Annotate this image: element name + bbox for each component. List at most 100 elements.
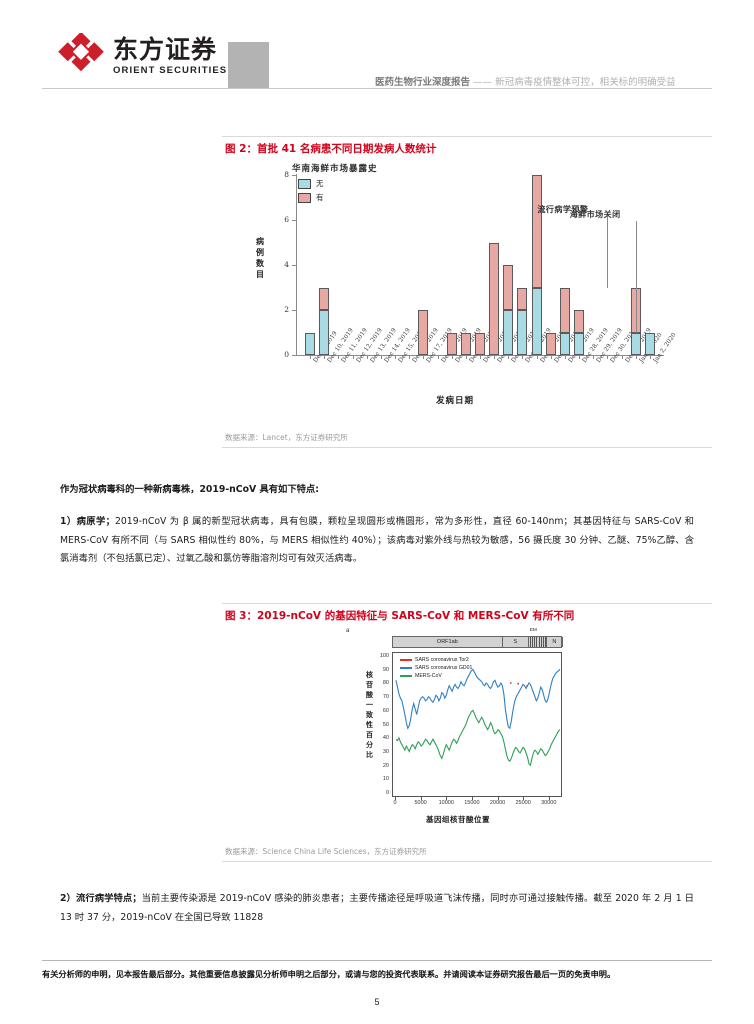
chart3-x-tick-label: 25000	[515, 800, 531, 806]
chart3-y-tick-label: 60	[382, 707, 389, 714]
genome-hatch-line	[529, 637, 531, 647]
table-row	[319, 287, 330, 355]
chart2-y-tick	[292, 175, 296, 176]
chart3-x-tick-label: 0	[393, 800, 397, 806]
paragraph-1-text: 2019-nCoV 为 β 属的新型冠状病毒，具有包膜，颗粒呈现圆形或椭圆形，常…	[60, 516, 694, 564]
genome-organization-track: ORF1ab S N	[392, 636, 563, 648]
bar-segment-yes	[489, 242, 500, 355]
header-title-dash: ——	[470, 77, 496, 88]
chart2-x-tick	[536, 356, 538, 359]
header-title-sub: 新冠病毒疫情整体可控，相关标的明确受益	[495, 77, 676, 88]
chart2-x-tick	[451, 356, 453, 359]
header-title-main: 医药生物行业深度报告	[375, 77, 471, 88]
chart2-x-tick	[564, 356, 566, 359]
chart2-x-tick	[607, 356, 609, 359]
table-row	[446, 332, 457, 355]
chart3-svg	[395, 668, 561, 767]
chart3-x-tick	[471, 797, 473, 800]
bar-segment-yes	[545, 332, 556, 355]
chart3-x-tick	[420, 797, 422, 800]
bar-segment-yes	[446, 332, 457, 355]
paragraph-2-bold: 2）流行病学特点；	[60, 893, 142, 904]
bar-segment-no	[630, 332, 641, 355]
legend-label-sars-tor2: SARS coronavirus Tor2	[415, 657, 469, 663]
page-header: 东方证券 ORIENT SECURITIES 医药生物行业深度报告 —— 新冠病…	[0, 0, 754, 96]
chart2-legend: 无 有	[298, 178, 324, 206]
chart2-x-tick	[310, 356, 312, 359]
table-row	[644, 332, 655, 355]
chart3-y-tick-label: 50	[382, 721, 389, 728]
chart3-plot-area	[392, 652, 562, 797]
paragraph-2: 2）流行病学特点；当前主要传染源是 2019-nCoV 感染的肺炎患者；主要传播…	[60, 890, 694, 927]
legend-item-sars-gd01: SARS coronavirus GD01	[400, 664, 472, 672]
paragraph-1: 1）病原学；2019-nCoV 为 β 属的新型冠状病毒，具有包膜，颗粒呈现圆形…	[60, 513, 694, 569]
figure3-bottom-rule	[222, 861, 712, 862]
bar-segment-no	[305, 332, 316, 355]
legend-item-sars-tor2: SARS coronavirus Tor2	[400, 656, 472, 664]
logo-text-english: ORIENT SECURITIES	[113, 64, 228, 76]
chart2-y-tick-label: 2	[284, 305, 289, 314]
bar-segment-no	[559, 332, 570, 355]
footer-disclaimer: 有关分析师的申明，见本报告最后部分。其他重要信息披露见分析师申明之后部分，或请与…	[42, 969, 616, 979]
bar-segment-yes	[475, 332, 485, 355]
chart2-y-tick-label: 0	[284, 350, 289, 359]
legend-label-no: 无	[316, 179, 324, 188]
chart2-x-tick	[593, 356, 595, 359]
bar-segment-yes	[531, 175, 542, 288]
table-row	[460, 332, 471, 355]
genome-region-orf1ab: ORF1ab	[393, 637, 503, 647]
legend-swatch-yes	[298, 192, 311, 203]
chart2-x-tick	[437, 356, 439, 359]
paragraph-2-text: 当前主要传染源是 2019-nCoV 感染的肺炎患者；主要传播途径是呼吸道飞沫传…	[60, 893, 694, 923]
bar-segment-yes	[319, 287, 330, 310]
chart2-y-tick	[292, 220, 296, 221]
bar-segment-no	[319, 310, 330, 355]
chart3-y-tick-label: 10	[382, 776, 389, 783]
header-report-title: 医药生物行业深度报告 —— 新冠病毒疫情整体可控，相关标的明确受益	[375, 74, 676, 88]
figure3-source: 数据来源：Science China Life Sciences，东方证券研究所	[225, 847, 427, 856]
chart2-x-tick	[550, 356, 552, 359]
legend-item-yes: 有	[298, 192, 324, 203]
chart3-y-tick-label: 30	[382, 748, 389, 755]
paragraph-1-bold: 1）病原学；	[60, 516, 115, 527]
genome-region-s: S	[503, 637, 529, 647]
genome-hatch-line	[545, 637, 547, 647]
chart3-x-tick	[548, 797, 550, 800]
table-row	[489, 242, 500, 355]
chart2-x-tick	[480, 356, 481, 359]
bar-segment-no	[503, 310, 514, 355]
bar-segment-no	[531, 287, 542, 355]
chart3-series-line	[395, 709, 561, 767]
chart3-x-tick-label: 30000	[541, 800, 557, 806]
legend-line-sars-gd01	[400, 667, 412, 669]
figure3-caption: 图 3：2019-nCoV 的基因特征与 SARS-CoV 和 MERS-CoV…	[225, 610, 575, 622]
chart2-annotation-line	[635, 220, 637, 333]
logo-text-chinese: 东方证券	[113, 34, 218, 64]
chart3-tor2-marker	[509, 682, 512, 684]
genome-em-label: EM	[529, 628, 537, 633]
bar-segment-yes	[574, 310, 585, 333]
chart2-y-tick-label: 8	[284, 170, 289, 179]
legend-line-mers-cov	[400, 675, 412, 677]
figure3-caption-rule	[222, 603, 712, 604]
table-row	[559, 287, 570, 355]
chart2-x-tick	[409, 356, 411, 359]
table-row	[475, 332, 485, 355]
chart3-y-axis-label: 核苷酸一致性百分比	[366, 670, 373, 759]
chart2-y-axis-label: 病例数目	[256, 236, 264, 279]
bar-segment-yes	[418, 310, 429, 355]
chart2-x-tick	[380, 356, 382, 359]
legend-label-mers-cov: MERS-CoV	[415, 673, 442, 679]
genome-hatch-line	[543, 637, 544, 647]
page-number: 5	[374, 997, 380, 1007]
table-row	[574, 310, 585, 355]
table-row	[531, 175, 542, 355]
chart3-x-axis-label: 基因组核苷酸位置	[426, 815, 490, 824]
chart3-y-tick-label: 20	[382, 762, 389, 769]
chart2-x-tick	[366, 356, 368, 359]
table-row	[517, 287, 528, 355]
chart2-x-axis-label: 发病日期	[436, 396, 475, 406]
chart3-x-tick	[446, 797, 448, 800]
chart3-series-line	[395, 668, 561, 730]
